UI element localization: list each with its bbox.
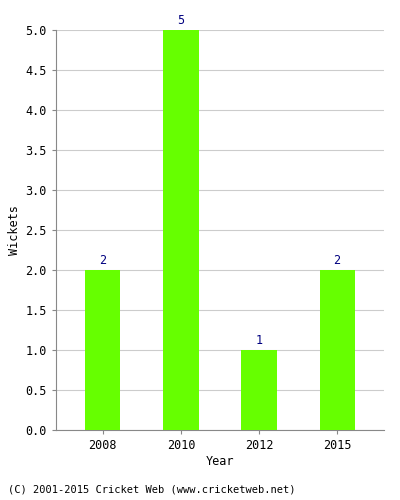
- Y-axis label: Wickets: Wickets: [8, 205, 22, 255]
- Text: 1: 1: [256, 334, 263, 347]
- X-axis label: Year: Year: [206, 455, 234, 468]
- Bar: [320, 270, 355, 430]
- Bar: [85, 270, 120, 430]
- Bar: [242, 350, 277, 430]
- Text: 2: 2: [99, 254, 106, 267]
- Text: (C) 2001-2015 Cricket Web (www.cricketweb.net): (C) 2001-2015 Cricket Web (www.cricketwe…: [8, 485, 296, 495]
- Bar: [163, 30, 198, 430]
- Text: 5: 5: [177, 14, 184, 27]
- Text: 2: 2: [334, 254, 341, 267]
